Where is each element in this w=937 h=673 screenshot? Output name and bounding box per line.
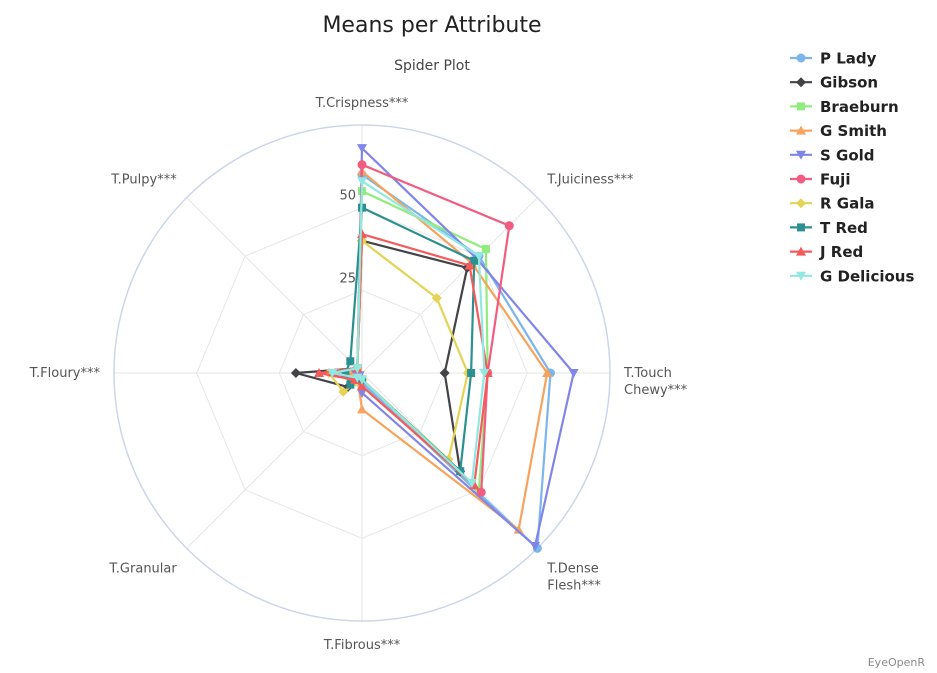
point-j-red-t-crispness[interactable] (357, 229, 367, 239)
point-g-delicious-t-floury[interactable] (327, 369, 338, 378)
point-g-delicious-t-pulpy[interactable] (352, 364, 363, 374)
legend-label-g-smith: G Smith (820, 122, 887, 140)
axis-label-t-granular: T.Granular (108, 561, 177, 576)
point-t-red-t-juiciness[interactable] (470, 256, 479, 265)
legend-marker-p-lady (796, 53, 806, 63)
point-g-delicious-t-crispness[interactable] (357, 177, 367, 187)
legend-item-r-gala[interactable]: R Gala (790, 195, 874, 213)
legend-marker-gibson (796, 77, 806, 88)
point-s-gold-t-dense-flesh[interactable] (530, 542, 541, 552)
point-j-red-t-floury[interactable] (314, 368, 325, 377)
legend-item-g-delicious[interactable]: G Delicious (790, 267, 914, 285)
chart-credit[interactable]: EyeOpenR (868, 656, 926, 669)
legend: P Lady Gibson Braeburn G Smith S Gold Fuji R G… (790, 50, 914, 285)
grid-ring-25 (278, 289, 446, 457)
point-gibson-t-floury[interactable] (290, 368, 301, 378)
chart-title: Means per Attribute (322, 13, 541, 38)
chart-subtitle: Spider Plot (394, 58, 470, 74)
legend-item-t-red[interactable]: T Red (790, 219, 868, 237)
point-fuji-t-juiciness[interactable] (504, 221, 514, 231)
legend-item-gibson[interactable]: Gibson (790, 74, 878, 92)
point-g-delicious-t-juiciness[interactable] (473, 252, 484, 262)
series-line-p-lady[interactable] (354, 173, 552, 550)
point-fuji-t-dense-flesh[interactable] (476, 487, 486, 497)
axis-label-t-touch-chewy: T.Touch Chewy*** (623, 366, 688, 398)
legend-item-braeburn[interactable]: Braeburn (790, 98, 899, 116)
point-g-delicious-t-granular[interactable] (352, 373, 363, 383)
series-g-delicious (327, 177, 490, 488)
legend-item-g-smith[interactable]: G Smith (790, 122, 887, 140)
legend-marker-s-gold (796, 150, 806, 160)
point-t-red-t-pulpy[interactable] (346, 357, 355, 366)
legend-label-t-red: T Red (820, 219, 868, 237)
legend-marker-braeburn (797, 102, 805, 111)
series-j-red (314, 229, 493, 490)
axis-label-t-crispness: T.Crispness*** (315, 96, 409, 111)
point-gibson-t-touch-chewy[interactable] (439, 368, 450, 378)
legend-label-r-gala: R Gala (820, 195, 874, 213)
point-braeburn-t-juiciness[interactable] (481, 245, 490, 254)
legend-label-gibson: Gibson (820, 74, 878, 92)
point-r-gala-t-juiciness[interactable] (431, 293, 442, 304)
legend-item-fuji[interactable]: Fuji (790, 171, 850, 189)
radial-tick-50: 50 (339, 189, 356, 204)
axis-label-t-dense-flesh: T.Dense Flesh*** (546, 561, 601, 593)
outer-circle (113, 124, 611, 622)
axis-label-t-juiciness: T.Juiciness*** (546, 173, 634, 188)
axis-label-t-fibrous: T.Fibrous*** (323, 638, 401, 653)
legend-label-g-delicious: G Delicious (820, 267, 914, 285)
legend-item-s-gold[interactable]: S Gold (790, 146, 875, 164)
point-g-delicious-t-dense-flesh[interactable] (466, 478, 477, 488)
legend-item-j-red[interactable]: J Red (790, 243, 863, 261)
point-g-smith-t-fibrous[interactable] (357, 404, 367, 414)
legend-marker-j-red (796, 246, 806, 256)
axis-label-t-floury: T.Floury*** (29, 366, 101, 381)
axis-label-t-pulpy: T.Pulpy*** (110, 173, 177, 188)
legend-item-p-lady[interactable]: P Lady (790, 50, 877, 68)
spoke-t-granular (186, 372, 363, 549)
legend-marker-fuji (796, 174, 806, 184)
legend-label-p-lady: P Lady (820, 50, 877, 68)
series-gibson (290, 235, 473, 477)
axis-labels: T.Crispness*** T.Juiciness*** T.Touch Chewy… (29, 96, 688, 653)
point-g-smith-t-touch-chewy[interactable] (542, 368, 553, 377)
legend-marker-t-red (797, 223, 805, 232)
radial-tick-labels: 25 50 (339, 189, 356, 287)
radar-grid (113, 124, 611, 622)
legend-label-s-gold: S Gold (820, 146, 875, 164)
point-t-red-t-granular[interactable] (346, 380, 355, 389)
legend-marker-r-gala (796, 198, 806, 209)
legend-label-j-red: J Red (819, 243, 863, 261)
series-line-gibson[interactable] (294, 239, 469, 473)
legend-marker-g-delicious (796, 271, 806, 281)
point-fuji-t-crispness[interactable] (357, 160, 367, 170)
point-t-red-t-floury[interactable] (341, 369, 350, 377)
point-s-gold-t-touch-chewy[interactable] (568, 369, 579, 378)
point-g-smith-t-dense-flesh[interactable] (513, 524, 524, 534)
point-s-gold-t-fibrous[interactable] (357, 388, 367, 398)
point-t-red-t-touch-chewy[interactable] (467, 369, 476, 377)
legend-marker-g-smith (796, 125, 806, 135)
point-r-gala-t-granular[interactable] (338, 386, 349, 397)
point-s-gold-t-crispness[interactable] (357, 144, 367, 154)
point-g-delicious-t-touch-chewy[interactable] (479, 369, 490, 378)
point-j-red-t-fibrous[interactable] (357, 381, 367, 391)
legend-label-braeburn: Braeburn (820, 98, 899, 116)
series-layer (290, 144, 579, 553)
spoke-t-pulpy (186, 197, 363, 374)
point-j-red-t-juiciness[interactable] (464, 260, 475, 270)
radial-tick-25: 25 (339, 271, 356, 286)
legend-label-fuji: Fuji (820, 171, 850, 189)
